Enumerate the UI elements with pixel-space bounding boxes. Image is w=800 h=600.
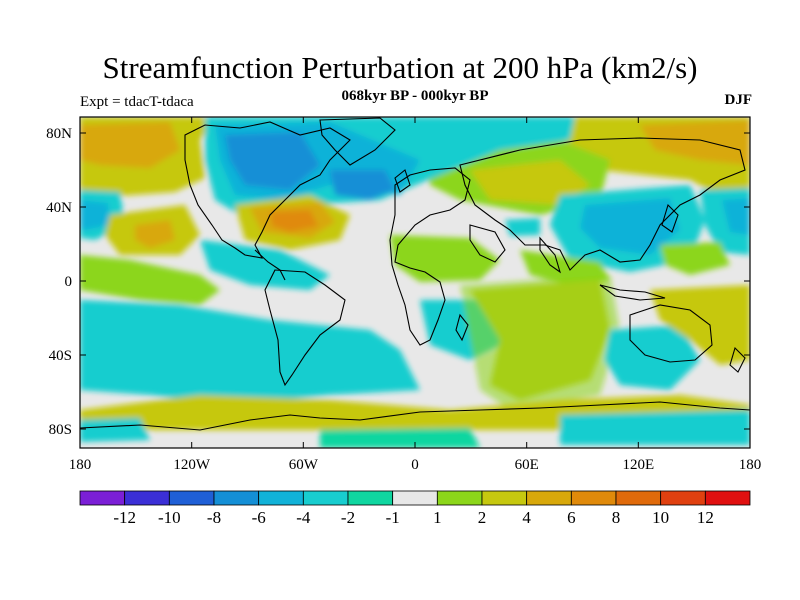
- contour-neg-eastpacific-core: [722, 198, 750, 235]
- lat-label-80n: 80N: [46, 126, 72, 142]
- lon-label-60w: 60W: [289, 457, 319, 473]
- colorbar-label: 1: [433, 508, 442, 527]
- colorbar-swatch: [213, 490, 260, 506]
- season-label: DJF: [724, 92, 753, 108]
- coast-madagascar: [455, 313, 469, 342]
- lon-label-120e: 120E: [622, 457, 654, 473]
- coast-central-america: [254, 249, 286, 281]
- colorbar-label: -1: [386, 508, 400, 527]
- coast-antarctica: [80, 401, 750, 431]
- contour-pos-arctic-east-core: [640, 120, 750, 165]
- coast-new-zealand: [729, 346, 746, 373]
- contour-pos-eurasia: [470, 160, 590, 205]
- lat-axis: [80, 132, 750, 430]
- colorbar-label: -2: [341, 508, 355, 527]
- colorbar-label: -4: [296, 508, 311, 527]
- map-subtitle: 068kyr BP - 000kyr BP: [341, 88, 489, 104]
- contour-neg-atlantic-core: [330, 170, 395, 200]
- colorbar-label: 2: [478, 508, 487, 527]
- colorbar-swatch: [168, 490, 215, 506]
- colorbar-swatch: [79, 490, 126, 506]
- colorbar-swatch: [704, 490, 751, 506]
- colorbar: -12 -10 -8 -6 -4 -2 -1 1 2 4 6 8 10 12: [79, 490, 751, 527]
- lat-label-eq: 0: [65, 274, 73, 290]
- contour-neg-tropics-southamerica: [200, 240, 330, 290]
- colorbar-swatch: [124, 490, 170, 506]
- contour-pos-pacific-east: [660, 242, 730, 275]
- coast-japan: [661, 203, 679, 233]
- colorbar-swatch: [526, 490, 572, 506]
- lon-axis: [191, 117, 639, 448]
- coast-arabia: [469, 224, 506, 263]
- contour-pos-south-pacific-east: [650, 285, 750, 365]
- coast-indonesia: [599, 284, 666, 301]
- contour-neg-antarctic-mid: [320, 428, 480, 448]
- map-title: Streamfunction Perturbation at 200 hPa (…: [102, 50, 698, 85]
- coast-asia: [459, 137, 746, 271]
- colorbar-swatch: [436, 490, 483, 506]
- lon-label-0: 0: [411, 457, 419, 473]
- colorbar-label: 10: [652, 508, 669, 527]
- contour-neg-pacific-west-core: [80, 200, 110, 230]
- coast-india: [539, 236, 561, 274]
- lat-label-80s: 80S: [49, 422, 72, 438]
- colorbar-swatch: [258, 490, 304, 506]
- colorbar-label: 4: [522, 508, 531, 527]
- colorbar-swatch: [660, 490, 706, 506]
- contour-neg-antarctic-east: [560, 410, 750, 445]
- colorbar-label: -6: [252, 508, 266, 527]
- contour-pos-arctic-west-core: [80, 122, 180, 168]
- lat-label-40n: 40N: [46, 200, 72, 216]
- contour-neg-south-pacific: [80, 300, 420, 405]
- coast-greenland: [319, 117, 396, 166]
- lat-label-40s: 40S: [49, 348, 72, 364]
- contour-pos-indian: [520, 250, 610, 285]
- colorbar-label: 12: [697, 508, 714, 527]
- colorbar-swatch: [615, 490, 662, 506]
- colorbar-label: 8: [612, 508, 621, 527]
- contour-pos-south-africa-edge: [460, 275, 620, 410]
- contour-neg-canada-core: [225, 132, 320, 190]
- lon-label-120w: 120W: [173, 457, 211, 473]
- coast-australia: [629, 304, 713, 363]
- colorbar-label: 6: [567, 508, 576, 527]
- lon-label-60e: 60E: [515, 457, 539, 473]
- colorbar-label: -12: [113, 508, 136, 527]
- coast-british-isles: [394, 169, 411, 193]
- contour-neg-eastasia-core: [580, 198, 680, 255]
- colorbar-swatch: [302, 490, 349, 506]
- contour-neg-antarctic-west: [80, 418, 150, 442]
- contour-neg-mideast: [505, 218, 540, 236]
- colorbar-swatch: [481, 490, 528, 506]
- lon-label-180e: 180: [739, 457, 762, 473]
- colorbar-swatch: [392, 490, 438, 506]
- contour-pos-tropics-west: [80, 255, 220, 305]
- contour-pos-atlantic-core: [270, 210, 318, 232]
- coast-europe-africa: [389, 167, 471, 346]
- colorbar-label: -10: [158, 508, 181, 527]
- colorbar-swatch: [347, 490, 394, 506]
- experiment-label: Expt = tdacT-tdaca: [80, 94, 194, 110]
- colorbar-label: -8: [207, 508, 221, 527]
- lon-label-180w: 180: [69, 457, 92, 473]
- coast-south-america: [264, 269, 346, 387]
- coastlines: [80, 117, 750, 431]
- colorbar-swatch: [570, 490, 617, 506]
- contour-pos-pacific-core: [135, 220, 175, 248]
- coast-north-america: [184, 121, 351, 259]
- streamfunction-field: [80, 117, 750, 448]
